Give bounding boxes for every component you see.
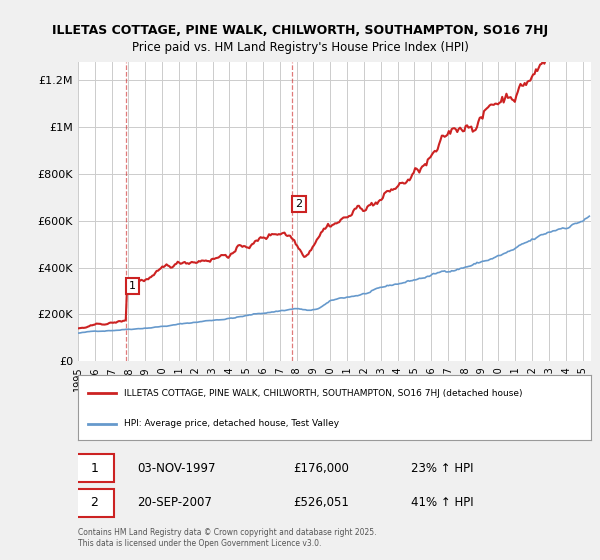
- FancyBboxPatch shape: [76, 454, 114, 482]
- Text: ILLETAS COTTAGE, PINE WALK, CHILWORTH, SOUTHAMPTON, SO16 7HJ: ILLETAS COTTAGE, PINE WALK, CHILWORTH, S…: [52, 24, 548, 37]
- Text: £176,000: £176,000: [293, 461, 349, 474]
- FancyBboxPatch shape: [76, 489, 114, 517]
- Text: 20-SEP-2007: 20-SEP-2007: [137, 496, 212, 509]
- Text: Price paid vs. HM Land Registry's House Price Index (HPI): Price paid vs. HM Land Registry's House …: [131, 41, 469, 54]
- Text: 2: 2: [91, 496, 98, 509]
- Text: 41% ↑ HPI: 41% ↑ HPI: [412, 496, 474, 509]
- Text: £526,051: £526,051: [293, 496, 349, 509]
- Text: 1: 1: [129, 281, 136, 291]
- Text: 03-NOV-1997: 03-NOV-1997: [137, 461, 215, 474]
- Text: HPI: Average price, detached house, Test Valley: HPI: Average price, detached house, Test…: [124, 419, 339, 428]
- Text: 23% ↑ HPI: 23% ↑ HPI: [412, 461, 474, 474]
- Text: Contains HM Land Registry data © Crown copyright and database right 2025.
This d: Contains HM Land Registry data © Crown c…: [78, 528, 377, 548]
- Text: ILLETAS COTTAGE, PINE WALK, CHILWORTH, SOUTHAMPTON, SO16 7HJ (detached house): ILLETAS COTTAGE, PINE WALK, CHILWORTH, S…: [124, 389, 523, 398]
- Text: 2: 2: [295, 199, 302, 209]
- Text: 1: 1: [91, 461, 98, 474]
